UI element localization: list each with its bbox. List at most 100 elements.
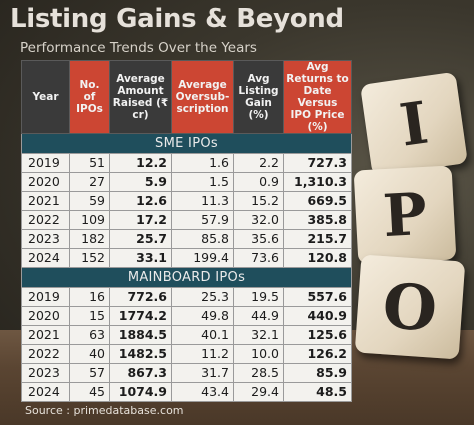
header-average-oversubscription: Average Oversub-scription — [171, 60, 234, 134]
cell-avg-returns: 125.6 — [283, 325, 352, 345]
header-row: Year No. of IPOs Average Amount Raised (… — [21, 60, 352, 134]
cell-average-amount: 17.2 — [109, 210, 172, 230]
cell-year: 2024 — [21, 382, 70, 402]
cell-no-of-ipos: 40 — [69, 344, 110, 364]
cell-average-oversubscription: 43.4 — [171, 382, 234, 402]
sme-table-row: 2023 182 25.7 85.8 35.6 215.7 — [21, 229, 352, 249]
cell-average-amount: 1884.5 — [109, 325, 172, 345]
section-row-sme: SME IPOs — [21, 133, 352, 154]
sme-table-row: 2024 152 33.1 199.4 73.6 120.8 — [21, 248, 352, 268]
cell-avg-listing-gain: 73.6 — [233, 248, 284, 268]
cell-average-oversubscription: 11.3 — [171, 191, 234, 211]
cell-avg-returns: 120.8 — [283, 248, 352, 268]
section-label-mainboard: MAINBOARD IPOs — [21, 267, 352, 288]
die-letter-o: O — [354, 254, 466, 360]
header-average-amount: Average Amount Raised (₹ cr) — [109, 60, 172, 134]
cell-year: 2021 — [21, 325, 70, 345]
cell-avg-returns: 385.8 — [283, 210, 352, 230]
cell-average-amount: 12.6 — [109, 191, 172, 211]
cell-avg-returns: 48.5 — [283, 382, 352, 402]
cell-year: 2020 — [21, 172, 70, 192]
cell-avg-returns: 727.3 — [283, 153, 352, 173]
cell-year: 2022 — [21, 344, 70, 364]
cell-avg-listing-gain: 19.5 — [233, 287, 284, 307]
section-label-sme: SME IPOs — [21, 133, 352, 154]
cell-average-oversubscription: 1.5 — [171, 172, 234, 192]
cell-year: 2020 — [21, 306, 70, 326]
sme-table-row: 2021 59 12.6 11.3 15.2 669.5 — [21, 191, 352, 211]
cell-avg-listing-gain: 2.2 — [233, 153, 284, 173]
cell-year: 2019 — [21, 287, 70, 307]
mainboard-table-row: 2023 57 867.3 31.7 28.5 85.9 — [21, 363, 352, 383]
cell-no-of-ipos: 109 — [69, 210, 110, 230]
cell-average-amount: 25.7 — [109, 229, 172, 249]
cell-avg-listing-gain: 29.4 — [233, 382, 284, 402]
ipo-performance-table: Year No. of IPOs Average Amount Raised (… — [21, 60, 352, 402]
sme-table-row: 2022 109 17.2 57.9 32.0 385.8 — [21, 210, 352, 230]
table-body: SME IPOs 2019 51 12.2 1.6 2.2 727.3 2020 27 5.9 1… — [21, 133, 352, 402]
cell-avg-returns: 440.9 — [283, 306, 352, 326]
page-subtitle: Performance Trends Over the Years — [20, 40, 257, 56]
cell-avg-listing-gain: 0.9 — [233, 172, 284, 192]
page-title: Listing Gains & Beyond — [10, 4, 344, 34]
cell-avg-listing-gain: 15.2 — [233, 191, 284, 211]
mainboard-table-row: 2021 63 1884.5 40.1 32.1 125.6 — [21, 325, 352, 345]
die-letter-i: I — [360, 71, 468, 177]
sme-table-row: 2019 51 12.2 1.6 2.2 727.3 — [21, 153, 352, 173]
section-row-mainboard: MAINBOARD IPOs — [21, 267, 352, 288]
header-avg-returns: Avg Returns to Date Versus IPO Price (%) — [283, 60, 352, 134]
ipo-dice-decoration: I P O — [352, 60, 474, 360]
cell-no-of-ipos: 152 — [69, 248, 110, 268]
cell-average-amount: 5.9 — [109, 172, 172, 192]
cell-average-oversubscription: 25.3 — [171, 287, 234, 307]
cell-year: 2021 — [21, 191, 70, 211]
cell-average-oversubscription: 11.2 — [171, 344, 234, 364]
cell-no-of-ipos: 182 — [69, 229, 110, 249]
cell-no-of-ipos: 59 — [69, 191, 110, 211]
mainboard-table-row: 2020 15 1774.2 49.8 44.9 440.9 — [21, 306, 352, 326]
cell-avg-listing-gain: 10.0 — [233, 344, 284, 364]
cell-average-oversubscription: 199.4 — [171, 248, 234, 268]
cell-year: 2023 — [21, 229, 70, 249]
cell-no-of-ipos: 57 — [69, 363, 110, 383]
cell-avg-returns: 126.2 — [283, 344, 352, 364]
header-avg-listing-gain: Avg Listing Gain (%) — [233, 60, 284, 134]
cell-average-amount: 1774.2 — [109, 306, 172, 326]
mainboard-table-row: 2019 16 772.6 25.3 19.5 557.6 — [21, 287, 352, 307]
cell-avg-listing-gain: 35.6 — [233, 229, 284, 249]
cell-average-oversubscription: 49.8 — [171, 306, 234, 326]
cell-average-oversubscription: 85.8 — [171, 229, 234, 249]
cell-avg-returns: 557.6 — [283, 287, 352, 307]
cell-average-amount: 1074.9 — [109, 382, 172, 402]
cell-year: 2023 — [21, 363, 70, 383]
sme-table-row: 2020 27 5.9 1.5 0.9 1,310.3 — [21, 172, 352, 192]
cell-avg-returns: 669.5 — [283, 191, 352, 211]
cell-no-of-ipos: 63 — [69, 325, 110, 345]
cell-no-of-ipos: 27 — [69, 172, 110, 192]
cell-average-amount: 12.2 — [109, 153, 172, 173]
cell-no-of-ipos: 15 — [69, 306, 110, 326]
cell-average-oversubscription: 57.9 — [171, 210, 234, 230]
source-note: Source : primedatabase.com — [25, 404, 184, 417]
cell-avg-returns: 1,310.3 — [283, 172, 352, 192]
die-letter-p: P — [353, 165, 457, 265]
ipo-table-container: Year No. of IPOs Average Amount Raised (… — [21, 60, 352, 402]
cell-average-amount: 1482.5 — [109, 344, 172, 364]
cell-avg-listing-gain: 32.0 — [233, 210, 284, 230]
cell-no-of-ipos: 45 — [69, 382, 110, 402]
cell-avg-listing-gain: 28.5 — [233, 363, 284, 383]
cell-avg-listing-gain: 44.9 — [233, 306, 284, 326]
cell-avg-listing-gain: 32.1 — [233, 325, 284, 345]
mainboard-table-row: 2022 40 1482.5 11.2 10.0 126.2 — [21, 344, 352, 364]
cell-average-oversubscription: 31.7 — [171, 363, 234, 383]
cell-year: 2019 — [21, 153, 70, 173]
header-no-of-ipos: No. of IPOs — [69, 60, 110, 134]
cell-average-amount: 772.6 — [109, 287, 172, 307]
cell-year: 2024 — [21, 248, 70, 268]
cell-no-of-ipos: 51 — [69, 153, 110, 173]
cell-no-of-ipos: 16 — [69, 287, 110, 307]
cell-avg-returns: 215.7 — [283, 229, 352, 249]
cell-avg-returns: 85.9 — [283, 363, 352, 383]
cell-average-oversubscription: 40.1 — [171, 325, 234, 345]
cell-year: 2022 — [21, 210, 70, 230]
